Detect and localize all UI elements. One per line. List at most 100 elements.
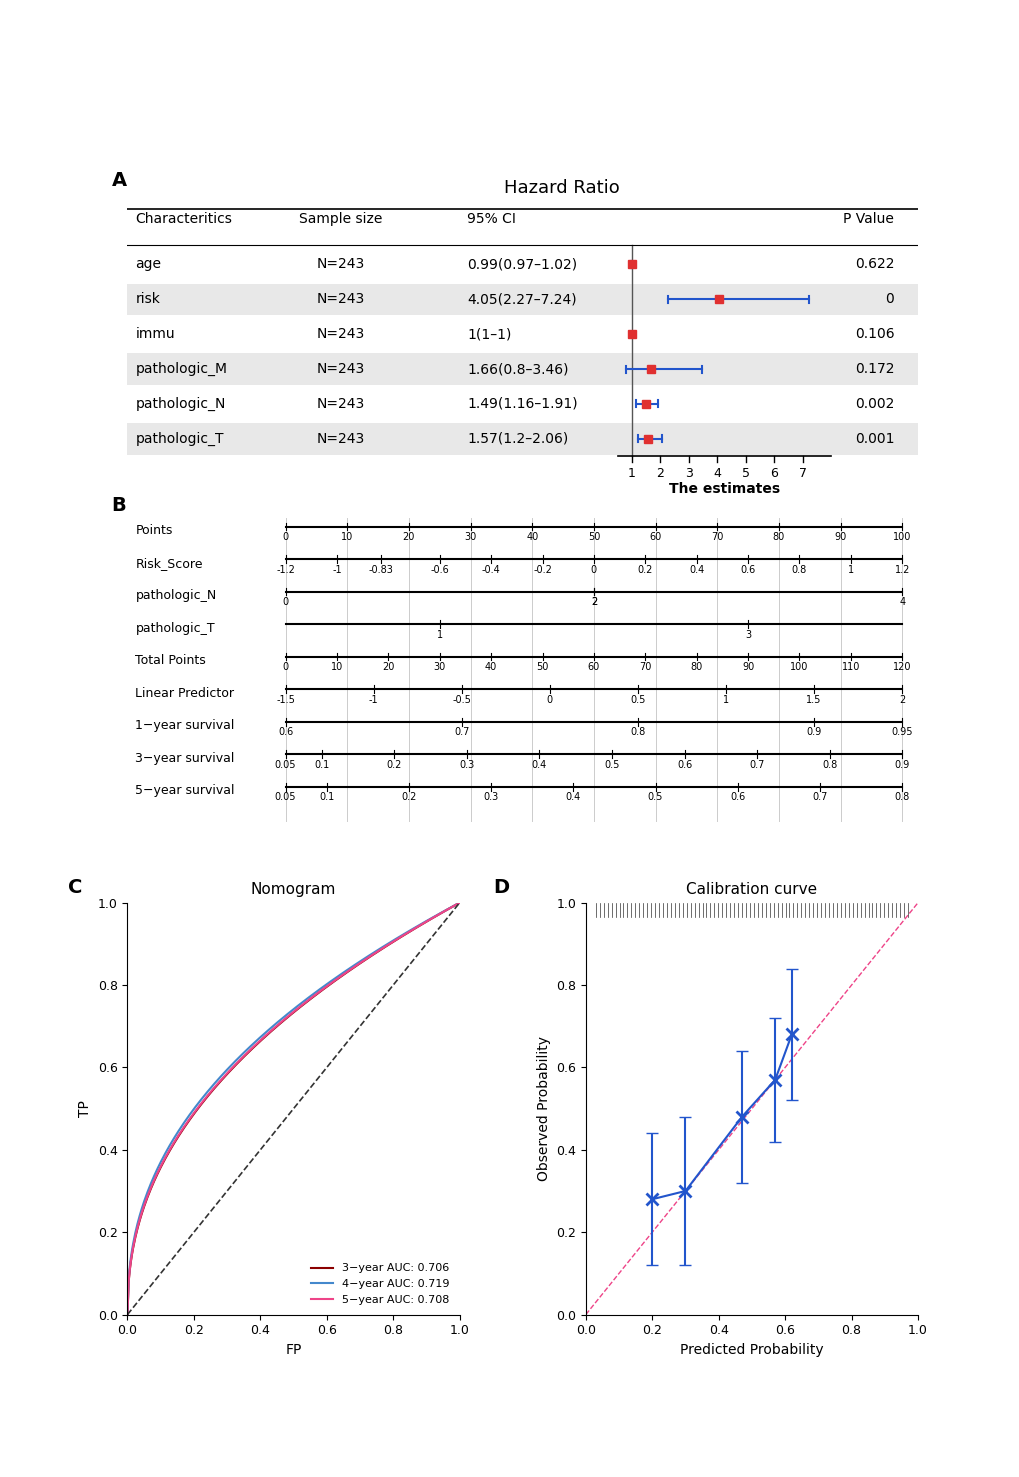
Text: 95% CI: 95% CI <box>467 213 516 226</box>
Text: 0.172: 0.172 <box>854 362 894 377</box>
Text: 0.7: 0.7 <box>811 793 826 802</box>
Text: 5: 5 <box>741 467 749 480</box>
5−year AUC: 0.708: (1, 1): 0.708: (1, 1) <box>453 894 466 911</box>
Text: Sample size: Sample size <box>299 213 382 226</box>
4−year AUC: 0.719: (0.00334, 0.0854): 0.719: (0.00334, 0.0854) <box>122 1270 135 1288</box>
5−year AUC: 0.708: (0, 0): 0.708: (0, 0) <box>121 1306 133 1323</box>
Text: 7: 7 <box>798 467 806 480</box>
Text: Hazard Ratio: Hazard Ratio <box>504 179 620 196</box>
Text: 1: 1 <box>628 467 635 480</box>
Text: 0.6: 0.6 <box>740 564 755 575</box>
Text: C: C <box>67 877 82 897</box>
Text: 0.95: 0.95 <box>891 728 912 737</box>
Text: 50: 50 <box>536 663 548 672</box>
5−year AUC: 0.708: (0.592, 0.792): 0.708: (0.592, 0.792) <box>318 979 330 997</box>
Text: 0.8: 0.8 <box>894 793 909 802</box>
Y-axis label: TP: TP <box>78 1100 92 1117</box>
Text: 0.99(0.97–1.02): 0.99(0.97–1.02) <box>467 257 577 272</box>
Text: N=243: N=243 <box>317 257 365 272</box>
Text: P Value: P Value <box>843 213 894 226</box>
3−year AUC: 0.706: (0.843, 0.926): 0.706: (0.843, 0.926) <box>400 925 413 942</box>
Text: Characteritics: Characteritics <box>136 213 232 226</box>
Text: 1.49(1.16–1.91): 1.49(1.16–1.91) <box>467 397 578 411</box>
Text: 0.4: 0.4 <box>566 793 581 802</box>
Text: 70: 70 <box>639 663 651 672</box>
Text: 20: 20 <box>382 663 394 672</box>
Text: 20: 20 <box>403 532 415 542</box>
5−year AUC: 0.708: (0.595, 0.794): 0.708: (0.595, 0.794) <box>319 979 331 997</box>
Text: 50: 50 <box>587 532 599 542</box>
Text: risk: risk <box>136 292 160 306</box>
3−year AUC: 0.706: (1, 1): 0.706: (1, 1) <box>453 894 466 911</box>
Text: 1.66(0.8–3.46): 1.66(0.8–3.46) <box>467 362 569 377</box>
Text: 1.57(1.2–2.06): 1.57(1.2–2.06) <box>467 431 569 446</box>
5−year AUC: 0.708: (0.00334, 0.0795): 0.708: (0.00334, 0.0795) <box>122 1273 135 1291</box>
Text: N=243: N=243 <box>317 431 365 446</box>
Text: 100: 100 <box>790 663 808 672</box>
Text: 0.001: 0.001 <box>854 431 894 446</box>
Legend: 3−year AUC: 0.706, 4−year AUC: 0.719, 5−year AUC: 0.708: 3−year AUC: 0.706, 4−year AUC: 0.719, 5−… <box>307 1258 453 1309</box>
5−year AUC: 0.708: (0.843, 0.927): 0.708: (0.843, 0.927) <box>400 925 413 942</box>
Text: age: age <box>136 257 161 272</box>
4−year AUC: 0.719: (0.906, 0.958): 0.719: (0.906, 0.958) <box>422 911 434 929</box>
Text: 1−year survival: 1−year survival <box>136 719 234 733</box>
Text: 0.622: 0.622 <box>854 257 894 272</box>
Text: 0.5: 0.5 <box>647 793 662 802</box>
Text: 40: 40 <box>484 663 497 672</box>
Text: 0.3: 0.3 <box>483 793 498 802</box>
Text: 5−year survival: 5−year survival <box>136 784 234 798</box>
Text: pathologic_N: pathologic_N <box>136 397 225 411</box>
Text: -1: -1 <box>369 696 378 705</box>
Text: 2: 2 <box>590 597 596 607</box>
Text: 0.1: 0.1 <box>319 793 334 802</box>
Text: 0.05: 0.05 <box>274 761 297 770</box>
Text: 2: 2 <box>590 597 596 607</box>
Text: immu: immu <box>136 328 175 341</box>
Text: 0.9: 0.9 <box>894 761 909 770</box>
Text: 0.2: 0.2 <box>400 793 416 802</box>
Text: 0: 0 <box>282 532 288 542</box>
Text: Total Points: Total Points <box>136 654 206 668</box>
Text: -0.6: -0.6 <box>430 564 448 575</box>
Text: 1: 1 <box>436 629 442 640</box>
Text: 4.05(2.27–7.24): 4.05(2.27–7.24) <box>467 292 577 306</box>
Text: 0.2: 0.2 <box>637 564 652 575</box>
Text: 1.5: 1.5 <box>806 696 821 705</box>
Text: 0.1: 0.1 <box>314 761 329 770</box>
Text: -0.83: -0.83 <box>368 564 392 575</box>
Text: pathologic_M: pathologic_M <box>136 362 227 377</box>
Text: 1: 1 <box>722 696 729 705</box>
Text: 100: 100 <box>892 532 911 542</box>
Text: A: A <box>112 171 126 191</box>
Text: The estimates: The estimates <box>668 483 780 496</box>
Text: 60: 60 <box>649 532 661 542</box>
Text: 0.8: 0.8 <box>791 564 806 575</box>
Text: 0.7: 0.7 <box>749 761 764 770</box>
Text: 6: 6 <box>769 467 777 480</box>
3−year AUC: 0.706: (0.612, 0.803): 0.706: (0.612, 0.803) <box>324 975 336 993</box>
Text: 0.8: 0.8 <box>821 761 837 770</box>
5−year AUC: 0.708: (0.906, 0.957): 0.708: (0.906, 0.957) <box>422 911 434 929</box>
Text: 0.05: 0.05 <box>274 793 297 802</box>
Text: -1.2: -1.2 <box>276 564 294 575</box>
Text: 10: 10 <box>340 532 353 542</box>
X-axis label: Predicted Probability: Predicted Probability <box>680 1343 823 1357</box>
Text: Risk_Score: Risk_Score <box>136 557 203 570</box>
Text: N=243: N=243 <box>317 362 365 377</box>
Text: 30: 30 <box>464 532 476 542</box>
Text: 0.002: 0.002 <box>854 397 894 411</box>
4−year AUC: 0.719: (0, 0): 0.719: (0, 0) <box>121 1306 133 1323</box>
FancyBboxPatch shape <box>127 422 917 455</box>
Text: D: D <box>492 877 508 897</box>
Text: -0.5: -0.5 <box>451 696 471 705</box>
Text: 0.106: 0.106 <box>854 328 894 341</box>
Text: 2: 2 <box>655 467 663 480</box>
Text: pathologic_T: pathologic_T <box>136 622 215 635</box>
FancyBboxPatch shape <box>127 353 917 385</box>
3−year AUC: 0.706: (0.906, 0.957): 0.706: (0.906, 0.957) <box>422 911 434 929</box>
Y-axis label: Observed Probability: Observed Probability <box>536 1037 550 1182</box>
4−year AUC: 0.719: (0.843, 0.929): 0.719: (0.843, 0.929) <box>400 923 413 941</box>
Text: 0: 0 <box>282 597 288 607</box>
Text: 0: 0 <box>546 696 552 705</box>
Text: 60: 60 <box>587 663 599 672</box>
